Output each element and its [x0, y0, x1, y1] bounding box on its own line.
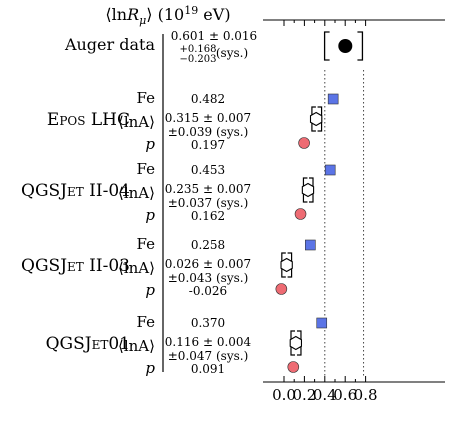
lnA-sys: ±0.047 (sys.): [168, 349, 249, 363]
x-tick-label: 0.2: [292, 386, 316, 404]
p-row-label: p: [145, 359, 155, 377]
p-value: 0.162: [191, 209, 225, 223]
lnA-row-label: ⟨lnA⟩: [118, 259, 155, 277]
fe-value: 0.258: [191, 238, 225, 252]
fe-value: 0.453: [191, 163, 225, 177]
bottom-ticks: [283, 376, 367, 382]
auger-sys-plus: +0.168: [179, 44, 216, 55]
fe-marker: [327, 93, 339, 105]
model-name: QGSJET II-03: [21, 256, 130, 276]
auger-data-point: [338, 39, 353, 53]
x-tick-label: 0.8: [354, 386, 378, 404]
model-block: QGSJET01 Fe ⟨lnA⟩ p 0.370 0.116 ± 0.004±0.047…: [46, 313, 328, 377]
model-block: EPOS LHC Fe ⟨lnA⟩ p 0.482 0.315 ± 0.007±0.039…: [47, 89, 339, 153]
lnA-value: 0.315 ± 0.007: [165, 111, 251, 125]
fe-marker: [316, 317, 328, 329]
lnA-marker: [309, 111, 323, 127]
x-tick-label: 0.4: [313, 386, 337, 404]
x-tick-label: 0.6: [333, 386, 357, 404]
top-ticks: [283, 20, 367, 26]
x-tick-labels: 0.00.20.40.60.8: [272, 386, 377, 404]
auger-value: 0.601 ± 0.016: [171, 29, 257, 43]
model-name: QGSJET II-04: [21, 181, 130, 201]
fe-row-label: Fe: [137, 313, 156, 331]
p-value: -0.026: [189, 284, 227, 298]
auger-label: Auger data: [64, 35, 156, 54]
p-marker: [275, 283, 288, 295]
auger-marks: [323, 31, 364, 61]
model-block: QGSJET II-03 Fe ⟨lnA⟩ p 0.258 0.026 ± 0.007±0…: [21, 235, 316, 299]
p-value: 0.091: [191, 362, 225, 376]
lnA-row-label: ⟨lnA⟩: [118, 337, 155, 355]
fe-marker: [324, 164, 336, 176]
model-name: EPOS LHC: [47, 110, 130, 130]
model-name: QGSJET01: [46, 334, 130, 354]
lnA-sys: ±0.037 (sys.): [168, 196, 249, 210]
lnA-value: 0.116 ± 0.004: [165, 335, 252, 349]
auger-sys-bracket-left: [323, 31, 330, 61]
lnA-sys: ±0.039 (sys.): [168, 125, 249, 139]
lnA-marker: [289, 335, 303, 351]
fe-row-label: Fe: [137, 235, 156, 253]
p-row-label: p: [145, 135, 155, 153]
model-block: QGSJET II-04 Fe ⟨lnA⟩ p 0.453 0.235 ± 0.007±0…: [21, 160, 336, 224]
lnA-row-label: ⟨lnA⟩: [118, 113, 155, 131]
p-marker: [294, 208, 307, 220]
reference-lines: [324, 70, 365, 376]
fe-value: 0.370: [191, 316, 225, 330]
chart-title: ⟨lnRμ⟩ (1019 eV): [105, 4, 230, 27]
lnA-value: 0.026 ± 0.007: [165, 257, 251, 271]
model-rows: EPOS LHC Fe ⟨lnA⟩ p 0.482 0.315 ± 0.007±0.039…: [21, 89, 339, 377]
auger-sys-bracket-right: [357, 31, 364, 61]
auger-sys-minus: −0.203: [179, 54, 216, 65]
fe-row-label: Fe: [137, 160, 156, 178]
x-tick-label: 0.0: [272, 386, 296, 404]
p-row-label: p: [145, 281, 155, 299]
p-marker: [298, 137, 310, 149]
auger-sys-suffix: (sys.): [216, 46, 248, 60]
lnA-value: 0.235 ± 0.007: [165, 182, 251, 196]
fe-row-label: Fe: [137, 89, 156, 107]
p-value: 0.197: [191, 138, 225, 152]
lnA-row-label: ⟨lnA⟩: [118, 184, 155, 202]
lnA-marker: [301, 182, 315, 198]
fe-value: 0.482: [191, 92, 225, 106]
fe-marker: [305, 239, 316, 251]
p-marker: [287, 361, 300, 373]
p-row-label: p: [145, 206, 155, 224]
lnA-sys: ±0.043 (sys.): [168, 271, 249, 285]
lnA-marker: [280, 257, 293, 273]
